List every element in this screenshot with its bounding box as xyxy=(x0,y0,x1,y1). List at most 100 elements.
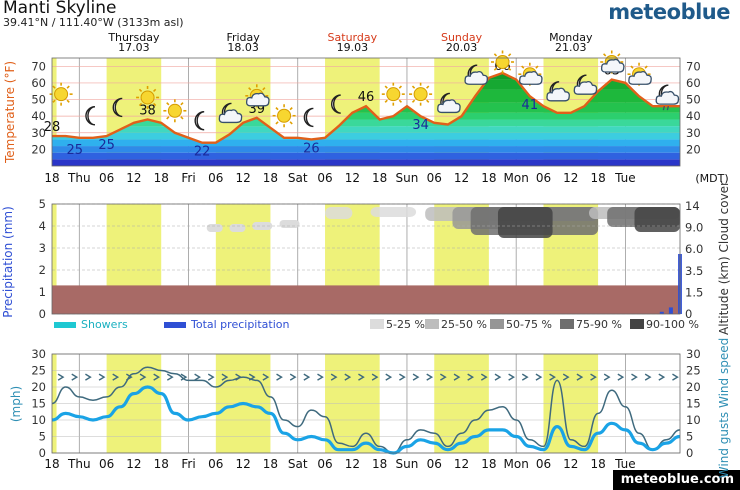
altitude-tick-right: 1.5 xyxy=(685,285,703,299)
wind-direction-arrow xyxy=(590,373,597,381)
sun-icon xyxy=(49,82,73,106)
temperature-band xyxy=(52,132,680,140)
temperature-value-label: 46 xyxy=(358,90,375,105)
moon-cloud-icon xyxy=(464,64,489,85)
time-axis-label: 06 xyxy=(427,457,442,471)
wind-direction-arrow xyxy=(672,373,679,381)
wind-direction-arrow xyxy=(330,373,338,381)
time-axis-label: 12 xyxy=(235,171,250,185)
time-axis-label: Sat xyxy=(288,171,308,185)
altitude-tick-right: 9.0 xyxy=(685,221,703,235)
wind-tick-right: 10 xyxy=(686,413,701,427)
time-axis-label: 06 xyxy=(99,171,114,185)
precip-bar xyxy=(668,307,673,314)
moon-cloud-rain-icon xyxy=(655,84,680,111)
cloud-cover-area xyxy=(229,224,246,232)
sun-icon xyxy=(163,99,187,123)
temperature-tick-right: 60 xyxy=(686,76,701,90)
wind-direction-arrow xyxy=(303,373,311,381)
wind-direction-arrow xyxy=(85,373,92,381)
legend-label: 75-90 % xyxy=(576,318,622,331)
temperature-line xyxy=(52,71,680,144)
temperature-tick-right: 40 xyxy=(686,109,701,123)
wind-direction-arrow xyxy=(262,373,270,381)
moon-cloud-icon xyxy=(573,74,598,95)
time-axis-label: 12 xyxy=(345,457,360,471)
temperature-value-label: 26 xyxy=(303,141,320,156)
altitude-tick-right: 3.5 xyxy=(685,264,703,278)
wind-direction-arrow xyxy=(194,373,201,381)
sun-cloud-icon xyxy=(518,62,543,86)
time-axis-label: Tue xyxy=(614,457,636,471)
time-axis-label: 12 xyxy=(454,171,469,185)
temperature-axis-label: Temperature (°F) xyxy=(3,61,17,164)
wind-gusts-line xyxy=(51,366,681,454)
daylight-band xyxy=(52,58,57,166)
legend-swatch xyxy=(54,322,76,328)
wind-speed-line xyxy=(51,385,681,455)
time-axis-label: 06 xyxy=(427,171,442,185)
location-title: Manti Skyline xyxy=(3,0,117,18)
wind-direction-arrow xyxy=(399,373,406,381)
temperature-frame xyxy=(51,57,681,167)
time-axis-label: 18 xyxy=(154,171,169,185)
time-axis-label: 18 xyxy=(481,171,496,185)
cloud-cover-area xyxy=(279,220,300,228)
temperature-value-label: 38 xyxy=(139,103,156,118)
precip-frame xyxy=(51,203,681,315)
precipitation-panel: 0 1 2 3 4 5 14 9.0 6.0 3.5 1.5 0 Precipitation (mm) A… xyxy=(1,181,731,335)
wind-direction-arrow xyxy=(166,373,174,381)
cloud-cover-area xyxy=(370,207,417,217)
time-axis-label: Fri xyxy=(181,171,195,185)
precip-tick-left: 0 xyxy=(39,307,46,321)
time-axis-label: Tue xyxy=(614,171,636,185)
precip-tick-left: 3 xyxy=(39,241,46,255)
temperature-band xyxy=(52,146,680,153)
wind-tick-left: 30 xyxy=(31,347,46,361)
legend-label: 90-100 % xyxy=(646,318,699,331)
time-axis-label: 06 xyxy=(536,457,551,471)
temperature-tick-left: 50 xyxy=(31,93,46,107)
time-axis-label: 18 xyxy=(263,171,278,185)
moon-cloud-icon xyxy=(437,92,461,114)
temperature-value-label: 41 xyxy=(522,98,539,113)
altitude-axis-label: Altitude (km) Cloud cover xyxy=(717,181,731,335)
day-date: 17.03 xyxy=(118,41,150,54)
temperature-tick-right: 50 xyxy=(686,93,701,107)
time-axis-label: 06 xyxy=(317,457,332,471)
wind-direction-arrow xyxy=(535,373,543,381)
wind-tick-left: 20 xyxy=(31,380,46,394)
temperature-band xyxy=(52,119,680,127)
time-axis-label: 18 xyxy=(372,171,387,185)
wind-direction-arrow xyxy=(453,373,461,381)
time-axis-label: 06 xyxy=(317,171,332,185)
temperature-band xyxy=(52,152,680,160)
wind-frame xyxy=(51,353,681,454)
day-date: 20.03 xyxy=(446,41,478,54)
wind-direction-arrow xyxy=(153,373,161,381)
time-axis-label: Sat xyxy=(288,457,308,471)
temperature-band xyxy=(52,139,680,147)
moon-cloud-icon xyxy=(218,102,243,124)
legend-swatch xyxy=(370,319,384,329)
temperature-value-label: 25 xyxy=(66,143,83,158)
temperature-band xyxy=(52,159,680,166)
time-axis-label: Thu xyxy=(67,457,91,471)
sun-cloud-icon xyxy=(600,50,625,74)
wind-direction-arrow xyxy=(180,373,188,381)
time-axis-label: 06 xyxy=(536,171,551,185)
precip-bar xyxy=(659,311,664,314)
altitude-tick-right: 6.0 xyxy=(685,242,703,256)
day-date: 19.03 xyxy=(337,41,369,54)
time-axis-label: 12 xyxy=(454,457,469,471)
sun-icon xyxy=(136,85,160,109)
time-axis-label: 06 xyxy=(99,457,114,471)
altitude-tick-right: 0 xyxy=(685,307,692,321)
temperature-value-label: 22 xyxy=(194,145,211,160)
time-axis-label: Mon xyxy=(504,457,529,471)
wind-tick-right: 15 xyxy=(686,397,701,411)
wind-axis-label: (mph) xyxy=(9,386,23,422)
time-axis-label: Sun xyxy=(396,457,419,471)
wind-direction-arrow xyxy=(426,373,434,381)
